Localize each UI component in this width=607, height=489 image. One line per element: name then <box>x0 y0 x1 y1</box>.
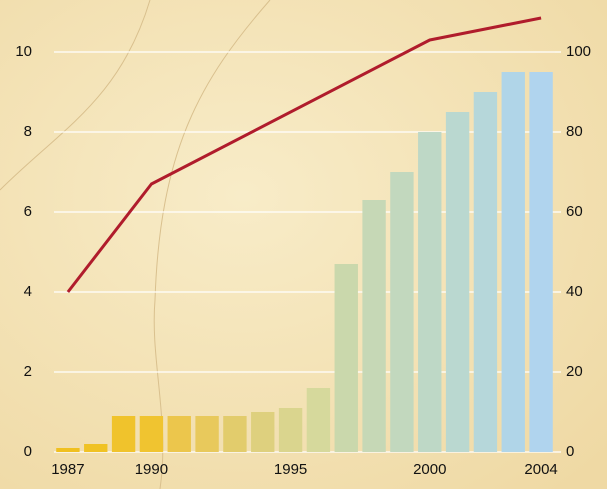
y2-tick-label: 0 <box>566 443 574 460</box>
bar <box>84 444 108 452</box>
y2-tick-label: 40 <box>566 283 583 300</box>
bar <box>306 388 331 452</box>
bar <box>251 412 275 452</box>
y2-tick-label: 100 <box>566 43 591 60</box>
bar <box>167 416 191 452</box>
x-tick-label: 1990 <box>135 461 168 478</box>
bar <box>223 416 247 452</box>
bar <box>529 72 553 452</box>
bar <box>278 408 303 452</box>
x-tick-label: 2004 <box>524 461 557 478</box>
bar <box>418 132 442 452</box>
y2-tick-label: 80 <box>566 123 583 140</box>
y-tick-label: 8 <box>24 123 32 140</box>
y-tick-label: 6 <box>24 203 32 220</box>
bar <box>501 72 525 452</box>
bar <box>362 200 386 452</box>
bar <box>473 92 498 452</box>
y-tick-label: 2 <box>24 363 32 380</box>
y-tick-label: 4 <box>24 283 32 300</box>
map-texture <box>0 0 271 489</box>
bar <box>390 172 414 452</box>
y2-tick-label: 20 <box>566 363 583 380</box>
y-tick-label: 10 <box>15 43 32 60</box>
bar <box>445 112 470 452</box>
bar <box>334 264 358 452</box>
x-tick-label: 2000 <box>413 461 446 478</box>
y2-tick-label: 60 <box>566 203 583 220</box>
bar <box>111 416 136 452</box>
line <box>66 16 542 293</box>
bar <box>56 448 80 452</box>
bar <box>139 416 164 452</box>
x-tick-label: 1995 <box>274 461 307 478</box>
x-tick-label: 1987 <box>51 461 84 478</box>
bar <box>195 416 219 452</box>
y-tick-label: 0 <box>24 443 32 460</box>
